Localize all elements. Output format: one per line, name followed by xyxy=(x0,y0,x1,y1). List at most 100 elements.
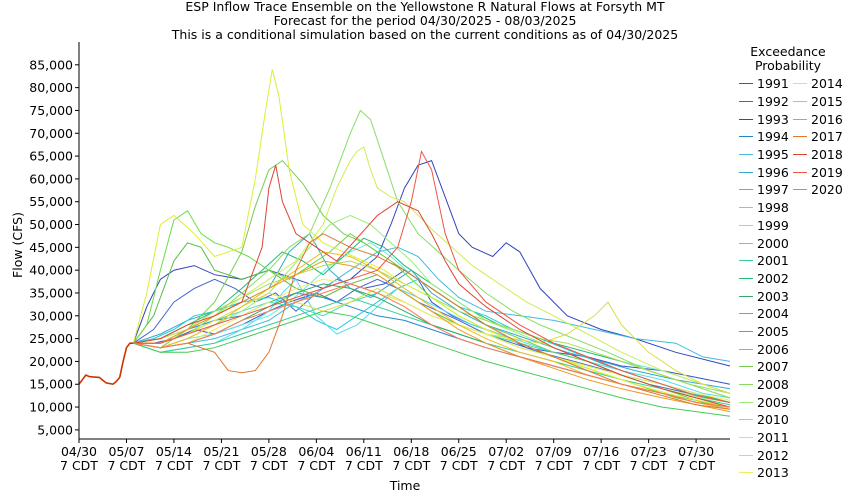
legend-item-2019: 2019 xyxy=(789,163,843,181)
x-axis-label: Time xyxy=(389,478,421,493)
legend-item-1997: 1997 xyxy=(735,181,789,199)
y-tick-label: 85,000 xyxy=(29,57,73,72)
x-tick-label-date: 06/25 xyxy=(441,444,477,459)
legend-label: 1997 xyxy=(757,182,789,198)
legend-label: 2008 xyxy=(757,377,789,393)
legend-item-1992: 1992 xyxy=(735,93,789,111)
y-tick-label: 65,000 xyxy=(29,149,73,164)
legend-item-1993: 1993 xyxy=(735,110,789,128)
x-tick-label-tz: 7 CDT xyxy=(250,458,288,473)
legend-item-2015: 2015 xyxy=(789,93,843,111)
series-line-2018 xyxy=(133,165,731,408)
series-line-2002 xyxy=(133,237,731,399)
series-line-1992 xyxy=(133,278,731,403)
series-line-2020 xyxy=(133,283,731,408)
legend-swatch xyxy=(793,171,807,173)
legend-swatch xyxy=(793,118,807,120)
x-tick-label-date: 07/02 xyxy=(488,444,524,459)
legend-label: 1992 xyxy=(757,94,789,110)
x-tick-label-date: 07/16 xyxy=(583,444,619,459)
chart-subtitle-period: Forecast for the period 04/30/2025 - 08/… xyxy=(273,13,577,28)
x-tick-label-tz: 7 CDT xyxy=(108,458,146,473)
legend-swatch xyxy=(739,277,753,279)
x-tick-label-date: 06/18 xyxy=(393,444,429,459)
x-tick-label-date: 05/14 xyxy=(156,444,192,459)
legend-swatch xyxy=(739,419,753,421)
legend-item-2003: 2003 xyxy=(735,287,789,305)
legend-item-2011: 2011 xyxy=(735,429,789,447)
legend-swatch xyxy=(739,118,753,120)
legend-item-2014: 2014 xyxy=(789,75,843,93)
legend-item-1996: 1996 xyxy=(735,163,789,181)
legend-swatch xyxy=(739,295,753,297)
legend-label: 2015 xyxy=(811,94,843,110)
series-line-2019 xyxy=(133,150,731,403)
legend-swatch xyxy=(739,242,753,244)
x-tick-label-tz: 7 CDT xyxy=(155,458,193,473)
legend-item-2004: 2004 xyxy=(735,305,789,323)
legend-label: 1993 xyxy=(757,111,789,127)
x-tick-label-tz: 7 CDT xyxy=(677,458,715,473)
legend-label: 1994 xyxy=(757,129,789,145)
legend-swatch xyxy=(739,454,753,456)
legend-label: 2000 xyxy=(757,235,789,251)
y-tick-label: 10,000 xyxy=(29,400,73,415)
legend-swatch xyxy=(739,348,753,350)
y-tick-label: 70,000 xyxy=(29,126,73,141)
legend-item-2000: 2000 xyxy=(735,234,789,252)
legend-item-2020: 2020 xyxy=(789,181,843,199)
series-line-2008 xyxy=(133,109,731,394)
legend-item-1998: 1998 xyxy=(735,199,789,217)
y-tick-label: 75,000 xyxy=(29,103,73,118)
legend-label: 2018 xyxy=(811,147,843,163)
legend-title-line2: Probability xyxy=(754,58,822,73)
legend-swatch xyxy=(739,224,753,226)
legend-item-1991: 1991 xyxy=(735,75,789,93)
legend-label: 1999 xyxy=(757,217,789,233)
legend-column-2: 2014 2015 2016 2017 2018 2019 2020 xyxy=(789,75,843,482)
legend-item-2010: 2010 xyxy=(735,411,789,429)
legend-item-2018: 2018 xyxy=(789,146,843,164)
series-layer xyxy=(78,69,731,417)
legend-title-line1: Exceedance xyxy=(750,44,826,59)
legend-swatch xyxy=(739,330,753,332)
y-tick-label: 45,000 xyxy=(29,240,73,255)
chart-title-block: ESP Inflow Trace Ensemble on the Yellows… xyxy=(0,0,850,42)
legend-label: 2001 xyxy=(757,253,789,269)
legend-item-2012: 2012 xyxy=(735,446,789,464)
x-tick-label-tz: 7 CDT xyxy=(60,458,98,473)
legend-label: 2020 xyxy=(811,182,843,198)
legend-label: 2007 xyxy=(757,359,789,375)
legend-title: Exceedance Probability xyxy=(735,45,841,73)
legend-item-2006: 2006 xyxy=(735,340,789,358)
legend-label: 2009 xyxy=(757,394,789,410)
x-tick-label-tz: 7 CDT xyxy=(202,458,240,473)
legend-swatch xyxy=(739,313,753,315)
legend-item-2007: 2007 xyxy=(735,358,789,376)
y-tick-label: 80,000 xyxy=(29,80,73,95)
chart-title: ESP Inflow Trace Ensemble on the Yellows… xyxy=(185,0,665,14)
x-tick-label-tz: 7 CDT xyxy=(345,458,383,473)
legend-label: 2005 xyxy=(757,323,789,339)
legend-item-2016: 2016 xyxy=(789,110,843,128)
series-line-1993 xyxy=(132,159,731,367)
legend-item-1999: 1999 xyxy=(735,217,789,235)
y-tick-label: 50,000 xyxy=(29,217,73,232)
legend-item-1994: 1994 xyxy=(735,128,789,146)
legend-swatch xyxy=(739,260,753,262)
series-line-2001 xyxy=(133,296,731,406)
x-tick-label-date: 07/30 xyxy=(678,444,714,459)
x-tick-label-date: 07/09 xyxy=(536,444,572,459)
series-line-2017 xyxy=(133,233,731,410)
legend-label: 2002 xyxy=(757,270,789,286)
legend-swatch xyxy=(793,101,807,103)
series-line-2004 xyxy=(133,310,731,417)
observed-line xyxy=(78,342,134,386)
y-tick-label: 55,000 xyxy=(29,194,73,209)
x-tick-label-date: 06/04 xyxy=(298,444,334,459)
y-tick-label: 35,000 xyxy=(29,285,73,300)
legend-swatch xyxy=(739,189,753,191)
legend: Exceedance Probability 1991 1992 1993 1994 1… xyxy=(735,45,843,482)
legend-label: 1995 xyxy=(757,147,789,163)
